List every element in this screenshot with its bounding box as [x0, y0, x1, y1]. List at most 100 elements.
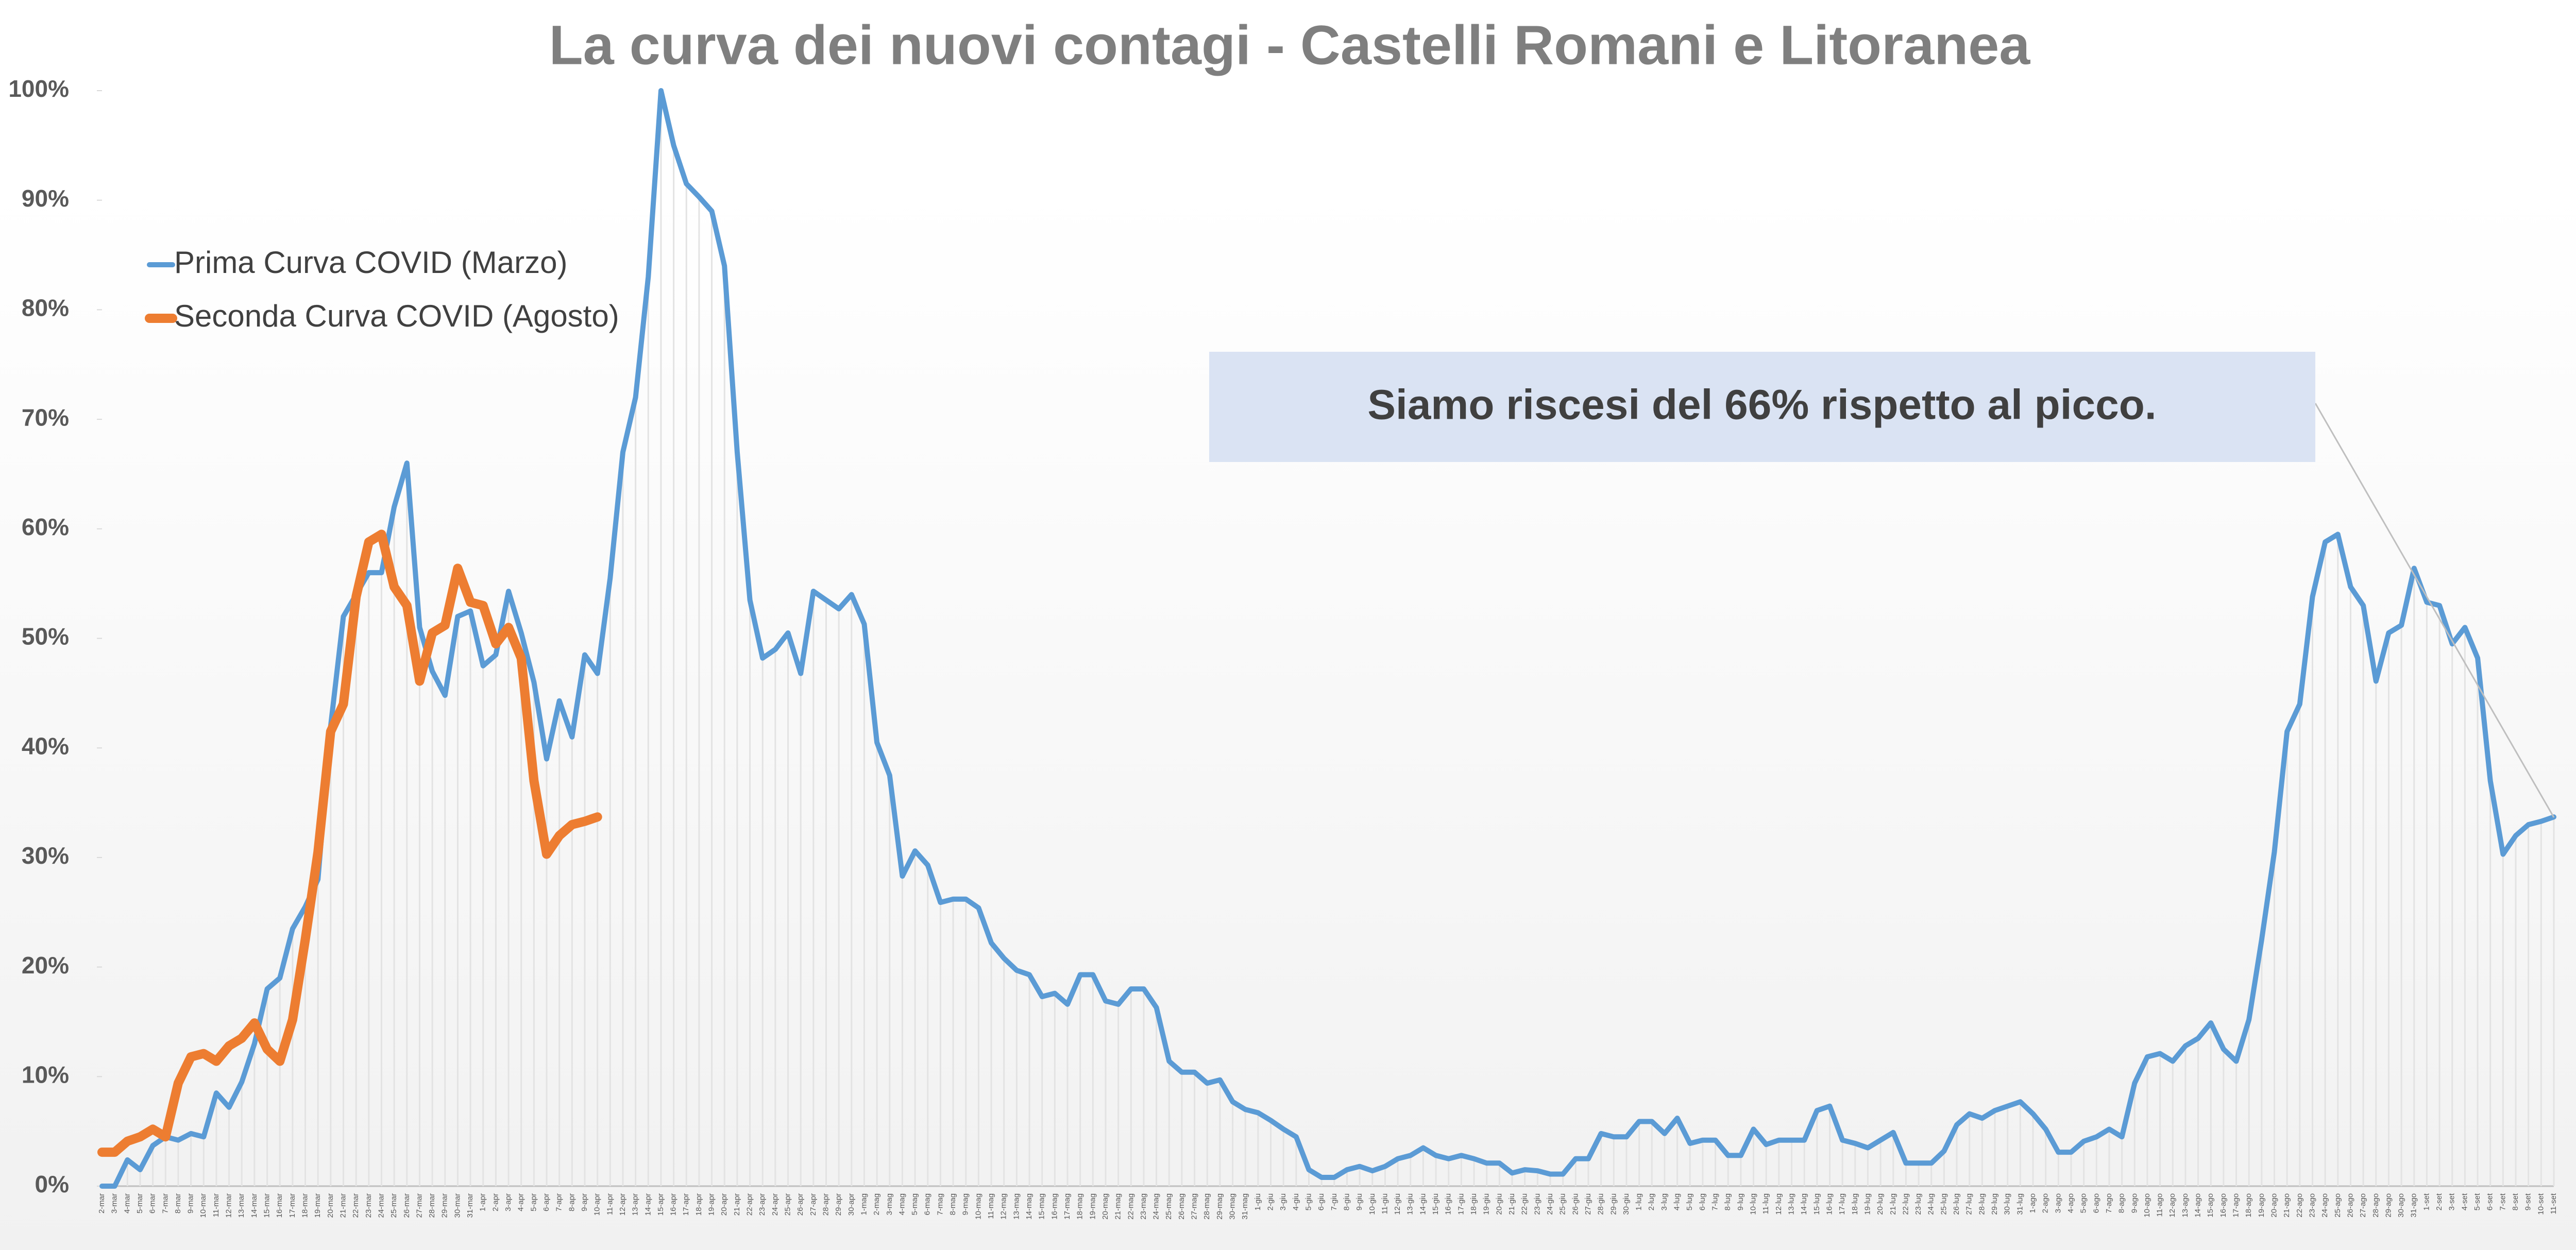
x-tick-label: 5-giu	[1304, 1193, 1313, 1210]
x-tick-label: 21-mag	[1114, 1193, 1123, 1220]
x-tick-label: 19-lug	[1863, 1193, 1872, 1215]
x-tick-label: 13-apr	[631, 1193, 640, 1215]
x-tick-label: 6-lug	[1698, 1193, 1707, 1210]
x-tick-label: 1-mag	[859, 1193, 868, 1215]
x-tick-label: 30-mar	[453, 1193, 462, 1218]
x-tick-label: 22-mar	[351, 1193, 360, 1218]
x-tick-label: 12-mar	[225, 1193, 233, 1218]
x-tick-label: 11-lug	[1761, 1193, 1770, 1214]
x-tick-label: 13-mar	[237, 1193, 246, 1218]
x-tick-label: 18-mag	[1076, 1193, 1084, 1220]
legend-label: Seconda Curva COVID (Agosto)	[174, 299, 619, 333]
x-tick-label: 5-apr	[529, 1193, 538, 1211]
x-tick-label: 9-apr	[580, 1193, 589, 1211]
x-tick-label: 8-lug	[1723, 1193, 1732, 1210]
x-tick-label: 20-mar	[326, 1193, 335, 1218]
x-tick-label: 8-ago	[2117, 1193, 2126, 1213]
x-tick-label: 24-apr	[771, 1193, 779, 1215]
annotation-box	[1209, 352, 2315, 462]
x-tick-label: 2-lug	[1647, 1193, 1656, 1210]
x-tick-label: 7-mar	[161, 1193, 170, 1213]
x-tick-label: 21-ago	[2282, 1193, 2291, 1218]
x-tick-label: 10-set	[2536, 1193, 2545, 1215]
x-tick-label: 5-lug	[1685, 1193, 1694, 1210]
x-tick-label: 16-apr	[669, 1193, 678, 1215]
x-tick-label: 28-mar	[428, 1193, 436, 1218]
series-line	[99, 88, 2556, 1189]
y-tick-label: 100%	[8, 75, 69, 102]
x-tick-label: 27-mar	[415, 1193, 423, 1218]
x-tick-label: 8-set	[2511, 1193, 2520, 1210]
x-tick-label: 12-giu	[1393, 1193, 1402, 1215]
x-tick-label: 1-ago	[2028, 1193, 2037, 1213]
x-tick-label: 17-giu	[1456, 1193, 1465, 1215]
x-tick-label: 29-lug	[1990, 1193, 1999, 1215]
x-tick-label: 16-mag	[1050, 1193, 1059, 1220]
x-tick-label: 29-mar	[440, 1193, 449, 1218]
x-tick-label: 2-set	[2435, 1193, 2444, 1210]
x-tick-label: 1-apr	[479, 1193, 487, 1211]
x-tick-label: 19-mag	[1088, 1193, 1097, 1220]
x-tick-label: 12-apr	[618, 1193, 627, 1215]
x-tick-label: 21-apr	[733, 1193, 741, 1215]
x-tick-label: 14-mag	[1025, 1193, 1033, 1220]
x-tick-label: 11-apr	[605, 1193, 614, 1215]
x-tick-label: 7-set	[2498, 1193, 2507, 1210]
x-tick-label: 14-ago	[2194, 1193, 2202, 1218]
x-tick-label: 31-lug	[2015, 1193, 2024, 1215]
x-tick-label: 28-apr	[821, 1193, 830, 1215]
x-tick-label: 27-lug	[1965, 1193, 1974, 1215]
x-tick-label: 14-apr	[643, 1193, 652, 1215]
annotation: Siamo riscesi del 66% rispetto al picco.	[1367, 382, 2156, 429]
x-tick-label: 8-apr	[567, 1193, 576, 1211]
x-tick-label: 3-mar	[110, 1193, 119, 1213]
x-tick-label: 12-mag	[999, 1193, 1008, 1220]
x-tick-label: 13-giu	[1406, 1193, 1415, 1215]
x-tick-label: 25-ago	[2333, 1193, 2342, 1218]
y-tick-label: 40%	[22, 732, 69, 759]
y-tick-label: 50%	[22, 623, 69, 650]
x-tick-label: 4-lug	[1673, 1193, 1682, 1210]
x-tick-label: 12-lug	[1774, 1193, 1783, 1215]
x-tick-label: 10-mag	[974, 1193, 982, 1220]
x-tick-label: 19-apr	[707, 1193, 716, 1215]
x-tick-label: 9-mag	[961, 1193, 970, 1215]
x-tick-label: 15-mar	[263, 1193, 272, 1218]
x-tick-label: 17-ago	[2232, 1193, 2241, 1218]
x-tick-label: 28-giu	[1597, 1193, 1605, 1215]
x-tick-label: 5-ago	[2079, 1193, 2088, 1213]
x-tick-label: 17-apr	[682, 1193, 690, 1215]
x-tick-label: 10-apr	[593, 1193, 602, 1215]
y-tick-label: 30%	[22, 842, 69, 869]
y-tick-label: 90%	[22, 185, 69, 212]
x-tick-label: 7-lug	[1711, 1193, 1720, 1210]
x-tick-label: 19-giu	[1482, 1193, 1491, 1215]
x-tick-label: 20-mag	[1101, 1193, 1110, 1220]
y-tick-label: 70%	[22, 404, 69, 431]
x-tick-label: 23-ago	[2308, 1193, 2316, 1218]
x-tick-label: 29-apr	[834, 1193, 843, 1215]
x-tick-label: 5-mar	[135, 1193, 144, 1213]
chart-title: La curva dei nuovi contagi - Castelli Ro…	[549, 14, 2031, 76]
x-tick-label: 9-ago	[2130, 1193, 2139, 1213]
x-tick-label: 11-mag	[987, 1193, 995, 1219]
x-tick-label: 6-giu	[1317, 1193, 1326, 1210]
x-tick-label: 31-ago	[2410, 1193, 2418, 1218]
x-tick-label: 10-giu	[1368, 1193, 1377, 1215]
x-tick-label: 20-apr	[720, 1193, 728, 1215]
x-tick-label: 2-apr	[491, 1193, 500, 1211]
x-tick-label: 16-giu	[1444, 1193, 1453, 1215]
x-tick-label: 11-mar	[212, 1193, 221, 1217]
x-tick-label: 22-mag	[1126, 1193, 1135, 1220]
x-tick-label: 24-mag	[1152, 1193, 1161, 1220]
x-tick-label: 29-mag	[1215, 1193, 1224, 1220]
x-tick-label: 13-mag	[1012, 1193, 1021, 1220]
x-tick-label: 29-ago	[2384, 1193, 2393, 1218]
x-tick-label: 20-ago	[2269, 1193, 2278, 1218]
x-tick-label: 30-apr	[847, 1193, 856, 1215]
x-tick-label: 27-mag	[1190, 1193, 1199, 1220]
x-tick-label: 10-ago	[2143, 1193, 2151, 1218]
x-tick-label: 2-giu	[1266, 1193, 1275, 1210]
